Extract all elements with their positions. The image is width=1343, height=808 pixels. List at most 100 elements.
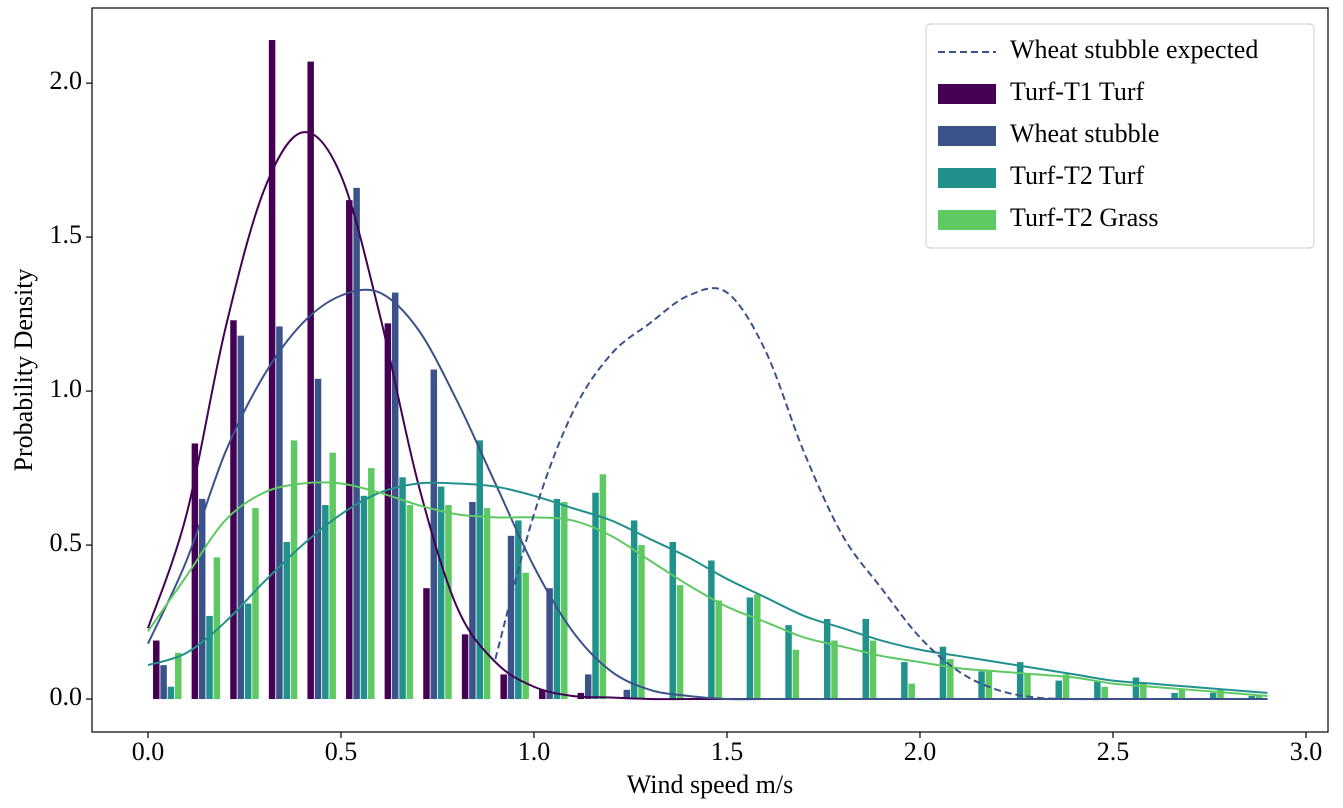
bar	[978, 671, 985, 700]
bar	[276, 326, 283, 700]
bar	[785, 625, 792, 700]
y-tick-label: 0.0	[50, 682, 83, 711]
bar	[360, 495, 368, 700]
bar	[244, 603, 252, 700]
legend-label: Turf-T2 Grass	[1010, 203, 1159, 232]
y-tick-label: 1.0	[50, 374, 83, 403]
bar	[391, 292, 399, 700]
y-tick-label: 0.5	[50, 528, 83, 557]
bar	[630, 520, 638, 700]
bar	[985, 671, 993, 700]
bar	[1209, 692, 1217, 700]
x-tick-label: 0.0	[132, 737, 165, 766]
bar	[599, 474, 607, 700]
bar	[1140, 683, 1147, 700]
bar	[175, 652, 182, 700]
axes-frame	[91, 7, 1329, 733]
plot-area	[147, 40, 1268, 701]
bar	[862, 618, 869, 700]
bar	[423, 588, 430, 700]
bar	[507, 535, 515, 700]
bar	[252, 508, 259, 700]
bar	[754, 594, 761, 700]
bar	[469, 501, 476, 700]
bar	[500, 674, 507, 700]
bar	[437, 486, 445, 700]
bar	[592, 492, 599, 700]
bar	[515, 520, 522, 700]
bar	[901, 662, 908, 700]
legend-swatch	[938, 210, 996, 230]
bar	[1101, 686, 1108, 700]
bar	[1178, 689, 1186, 700]
x-tick-label: 0.5	[325, 737, 358, 766]
bar	[461, 634, 469, 700]
bar	[322, 505, 329, 700]
bar	[823, 618, 831, 700]
density-line	[147, 481, 1268, 697]
bar	[307, 61, 314, 700]
bar	[1255, 695, 1263, 700]
bar	[445, 505, 452, 700]
bar	[1024, 674, 1031, 700]
bar	[831, 640, 838, 700]
bar	[792, 649, 800, 700]
expected-line	[494, 287, 1268, 701]
bar	[283, 541, 290, 700]
bar	[539, 689, 546, 700]
bar	[1248, 695, 1256, 700]
bar	[715, 600, 722, 700]
bar	[237, 335, 245, 700]
bar	[1094, 680, 1101, 700]
bar	[483, 508, 491, 700]
bar	[384, 323, 392, 700]
bar	[1016, 662, 1024, 700]
legend-label: Wheat stubble expected	[1010, 35, 1258, 64]
bar	[869, 640, 877, 700]
bar	[230, 320, 237, 700]
bar	[561, 501, 568, 700]
bar	[198, 498, 206, 700]
bar	[346, 200, 353, 700]
bar	[399, 477, 406, 700]
y-tick-label: 2.0	[50, 66, 83, 95]
legend-label: Wheat stubble	[1010, 119, 1159, 148]
bar	[160, 665, 167, 700]
bar	[638, 545, 645, 700]
bar	[584, 674, 592, 700]
bar	[947, 659, 954, 700]
bar	[522, 572, 529, 700]
bar	[746, 597, 754, 700]
x-tick-label: 1.5	[711, 737, 744, 766]
x-tick-label: 3.0	[1290, 737, 1323, 766]
bar	[290, 440, 298, 700]
y-axis-label: Probability Density	[9, 269, 38, 472]
legend-label: Turf-T2 Turf	[1010, 161, 1144, 190]
bar	[939, 646, 947, 700]
bar	[191, 443, 199, 700]
legend-label: Turf-T1 Turf	[1010, 77, 1144, 106]
bar	[206, 615, 213, 700]
density-line	[147, 481, 1268, 694]
bar	[476, 440, 483, 700]
legend-swatch	[938, 126, 996, 146]
legend-swatch	[938, 168, 996, 188]
bar	[553, 498, 561, 700]
legend: Wheat stubble expected Turf-T1 Turf Wheat …	[925, 23, 1315, 249]
bar	[1217, 689, 1224, 700]
bar	[314, 378, 322, 700]
legend-box	[925, 23, 1315, 249]
x-axis-label: Wind speed m/s	[627, 770, 794, 799]
bar	[1055, 680, 1063, 700]
legend-swatch	[938, 84, 996, 104]
bar	[167, 686, 175, 700]
bar	[153, 640, 160, 700]
bar	[676, 585, 684, 700]
bar	[430, 369, 438, 700]
bar	[908, 683, 915, 700]
x-tick-label: 2.0	[904, 737, 937, 766]
bar	[623, 689, 631, 700]
bar	[1132, 677, 1140, 700]
bar	[669, 541, 676, 700]
